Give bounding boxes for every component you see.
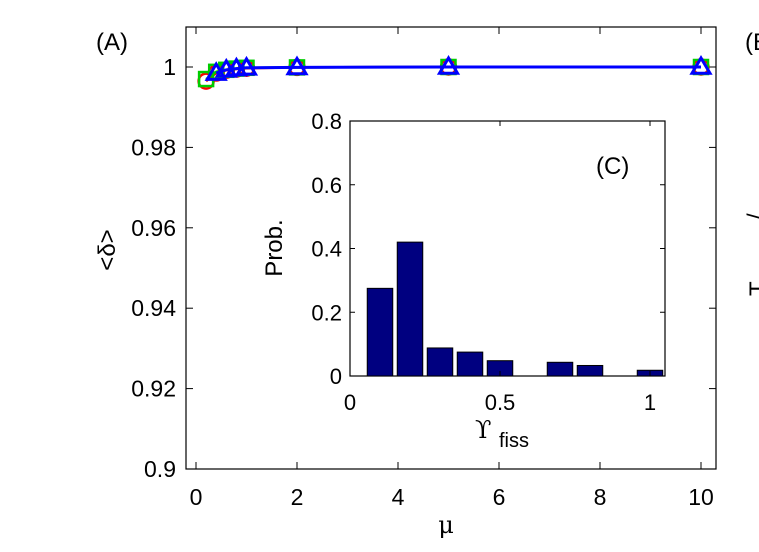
panel-c-x-axis-label: ϒ <box>475 416 491 444</box>
panel-c-y-ticks: 0 0.2 0.4 0.6 0.8 <box>311 109 665 389</box>
panel-a-label: (A) <box>96 29 128 56</box>
panel-a-point-triangle <box>689 55 713 75</box>
panel-c-inset: 0 0.5 1 00.20.40.60.8 (C) ϒ fiss Prob. <box>261 109 666 452</box>
panel-c-label: (C) <box>596 153 629 180</box>
panel-a-series-line-triangle <box>215 65 701 75</box>
panel-c-y-tick-label: 0.8 <box>311 109 342 134</box>
panel-a-y-tick-label: 1 <box>163 54 176 80</box>
panel-a-y-tick-label: 0.98 <box>131 134 176 160</box>
panel-c-bar <box>456 351 484 377</box>
panel-a-y-tick-label: 0.9 <box>144 456 176 482</box>
panel-c-y-tick-label: 0.4 <box>311 237 342 262</box>
panel-c-x-axis-label-subscript: fiss <box>499 430 529 452</box>
panel-b-label-fragment: (B <box>745 29 759 56</box>
panel-a-y-tick-label: 0.92 <box>131 376 176 402</box>
panel-a-y-axis-label: <δ> <box>94 229 121 270</box>
panel-c-y-tick-label: 0 <box>330 364 342 389</box>
panel-a-x-axis-label: μ <box>438 511 454 539</box>
panel-a-point-triangle <box>436 55 461 75</box>
panel-c-y-tick-label: 0.2 <box>311 300 342 325</box>
panel-a-x-tick-label: 6 <box>493 484 506 510</box>
panel-c-bar <box>396 241 424 377</box>
panel-a-y-tick-label: 0.96 <box>131 215 176 241</box>
panel-a-series <box>197 55 713 90</box>
panel-c-bar <box>546 361 574 377</box>
panel-a-y-tick-label: 0.94 <box>131 295 176 321</box>
panel-c-y-tick-label: 0.6 <box>311 173 342 198</box>
panel-a-x-tick-label: 8 <box>594 484 607 510</box>
panel-a-x-tick-label: 0 <box>190 484 203 510</box>
panel-a-x-ticks: 0 2 4 6 8 10 <box>190 27 714 510</box>
panel-c-bar <box>426 347 454 377</box>
panel-a-point-triangle <box>234 55 259 76</box>
panel-b-y-label-fragment-top: / <box>743 213 759 220</box>
panel-c-x-tick-label: 1 <box>644 390 656 415</box>
panel-b-y-label-fragment-bottom: T <box>745 281 759 296</box>
panel-c-x-ticks: 0 0.5 1 <box>344 121 656 415</box>
panel-c-y-axis-label: Prob. <box>261 219 288 276</box>
panel-c-x-tick-label: 0 <box>344 390 356 415</box>
panel-b-clipped: (B / T <box>743 29 759 296</box>
panel-a-x-tick-label: 2 <box>291 484 304 510</box>
panel-c-bar <box>576 364 604 377</box>
panel-a-x-tick-label: 10 <box>688 484 714 510</box>
panel-a-x-tick-label: 4 <box>392 484 405 510</box>
panel-a-y-ticks: 0.9 0.92 0.94 0.96 0.98 1 <box>131 54 716 482</box>
panel-c-bar <box>366 287 394 377</box>
panel-a-point-triangle <box>285 55 309 76</box>
panel-c-x-tick-label: 0.5 <box>485 390 516 415</box>
